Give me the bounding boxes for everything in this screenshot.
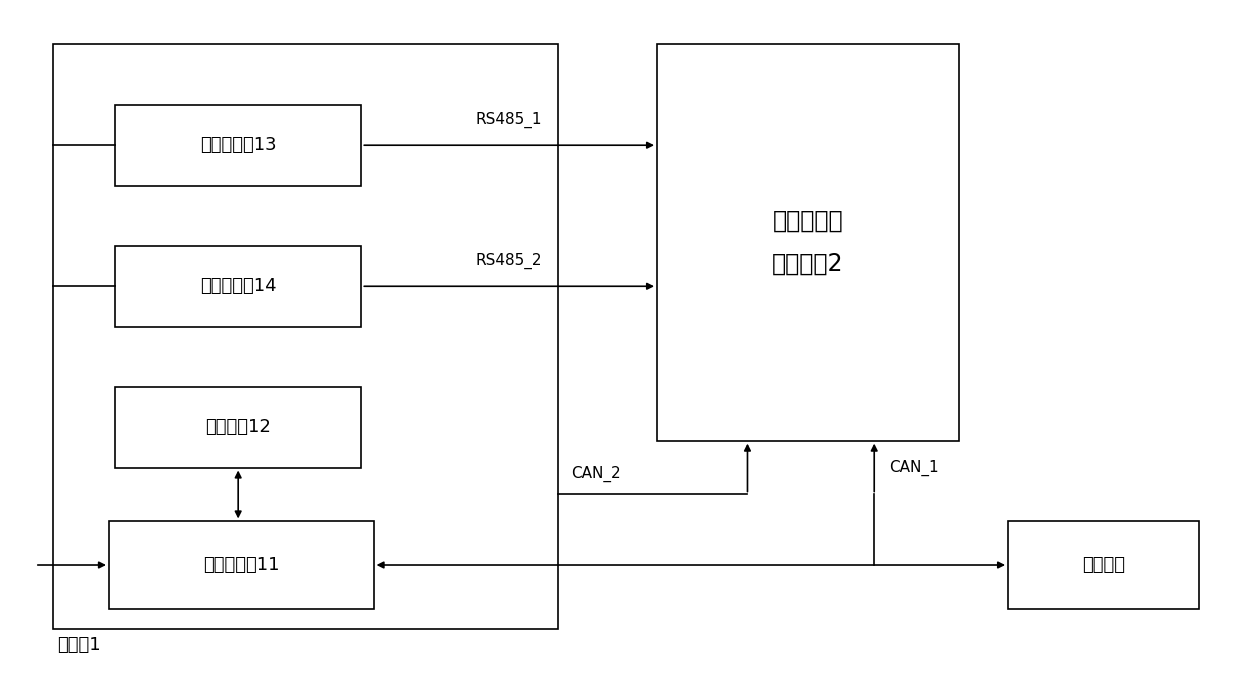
Bar xyxy=(109,522,373,609)
Bar xyxy=(53,44,558,629)
Text: 直流电能表14: 直流电能表14 xyxy=(200,277,277,295)
Text: 智能优化与
监测装置2: 智能优化与 监测装置2 xyxy=(773,209,843,276)
Text: 电动汽车: 电动汽车 xyxy=(1083,556,1125,574)
Text: CAN_1: CAN_1 xyxy=(889,460,939,476)
Text: 交流电能表13: 交流电能表13 xyxy=(200,136,277,154)
Bar xyxy=(657,44,959,441)
Bar xyxy=(115,387,361,468)
Text: CAN_2: CAN_2 xyxy=(570,466,620,482)
Text: 充电控制器11: 充电控制器11 xyxy=(203,556,279,574)
Text: 充电模块12: 充电模块12 xyxy=(206,418,272,437)
Text: RS485_1: RS485_1 xyxy=(476,112,542,129)
Text: RS485_2: RS485_2 xyxy=(476,253,542,269)
Bar xyxy=(115,246,361,326)
Bar xyxy=(115,105,361,186)
Text: 充电机1: 充电机1 xyxy=(57,636,100,653)
Bar xyxy=(1008,522,1199,609)
